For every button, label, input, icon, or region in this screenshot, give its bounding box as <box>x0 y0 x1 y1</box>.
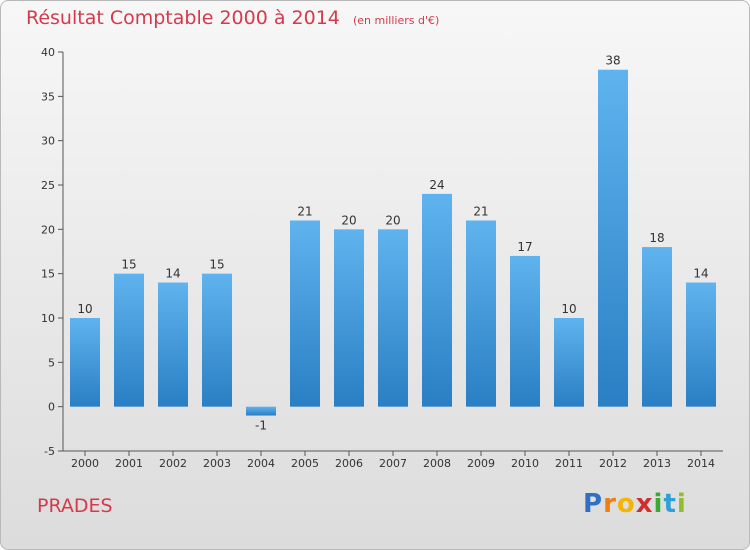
y-tick-label: 40 <box>41 46 55 59</box>
data-label-2014: 14 <box>693 267 708 281</box>
y-tick-label: 35 <box>41 90 55 103</box>
bar-2001 <box>114 273 144 407</box>
x-tick-label-2005: 2005 <box>291 457 319 470</box>
x-tick-label-2007: 2007 <box>379 457 407 470</box>
x-tick-label-2003: 2003 <box>203 457 231 470</box>
brand-letter: x <box>635 489 654 519</box>
y-tick-label: 25 <box>41 179 55 192</box>
bar-2007 <box>378 229 408 407</box>
bar-2014 <box>686 282 716 407</box>
bar-2003 <box>202 273 232 407</box>
data-label-2012: 38 <box>605 54 620 68</box>
data-label-2006: 20 <box>341 213 356 227</box>
bar-2002 <box>158 282 188 407</box>
x-tick-label-2001: 2001 <box>115 457 143 470</box>
data-label-2011: 10 <box>561 302 576 316</box>
x-tick-label-2002: 2002 <box>159 457 187 470</box>
data-label-2013: 18 <box>649 231 664 245</box>
chart-subtitle: (en milliers d'€) <box>352 14 440 27</box>
data-label-2002: 14 <box>165 267 180 281</box>
brand-letter: P <box>583 489 604 519</box>
brand-letter: r <box>603 489 617 519</box>
x-tick-label-2004: 2004 <box>247 457 275 470</box>
data-label-2001: 15 <box>121 258 136 272</box>
x-tick-label-2014: 2014 <box>687 457 715 470</box>
data-label-2009: 21 <box>473 204 488 218</box>
y-tick-label: 20 <box>41 223 55 236</box>
x-tick-label-2012: 2012 <box>599 457 627 470</box>
bar-2006 <box>334 229 364 407</box>
y-tick-label: 15 <box>41 268 55 281</box>
chart-title: Résultat Comptable 2000 à 2014 <box>26 7 340 29</box>
bar-2005 <box>290 220 320 407</box>
x-tick-label-2010: 2010 <box>511 457 539 470</box>
y-tick-label: 10 <box>41 312 55 325</box>
x-tick-label-2011: 2011 <box>555 457 583 470</box>
place-name: PRADES <box>37 495 113 517</box>
bar-2004 <box>246 406 276 416</box>
x-tick-label-2008: 2008 <box>423 457 451 470</box>
y-tick-label: 5 <box>48 356 55 369</box>
y-tick-label: -5 <box>44 445 55 458</box>
bar-2008 <box>422 193 452 407</box>
x-tick-label-2013: 2013 <box>643 457 671 470</box>
y-tick-label: 30 <box>41 135 55 148</box>
bar-2011 <box>554 318 584 407</box>
brand-letter: t <box>663 489 677 519</box>
bar-2013 <box>642 247 672 407</box>
brand-letter: i <box>676 489 687 519</box>
data-label-2004: -1 <box>255 419 267 433</box>
bar-2000 <box>70 318 100 407</box>
data-label-2003: 15 <box>209 258 224 272</box>
data-label-2010: 17 <box>517 240 532 254</box>
brand-letter: o <box>616 489 636 519</box>
y-tick-label: 0 <box>48 401 55 414</box>
data-label-2007: 20 <box>385 213 400 227</box>
x-tick-label-2000: 2000 <box>71 457 99 470</box>
data-label-2000: 10 <box>77 302 92 316</box>
bar-2012 <box>598 69 628 407</box>
proxiti-logo[interactable]: Proxiti <box>583 489 687 519</box>
bar-2010 <box>510 255 540 407</box>
x-tick-label-2006: 2006 <box>335 457 363 470</box>
bar-2009 <box>466 220 496 407</box>
brand-letter: i <box>653 489 664 519</box>
data-label-2005: 21 <box>297 204 312 218</box>
title-row: Résultat Comptable 2000 à 2014 (en milli… <box>26 7 439 29</box>
x-tick-label-2009: 2009 <box>467 457 495 470</box>
data-label-2008: 24 <box>429 178 444 192</box>
